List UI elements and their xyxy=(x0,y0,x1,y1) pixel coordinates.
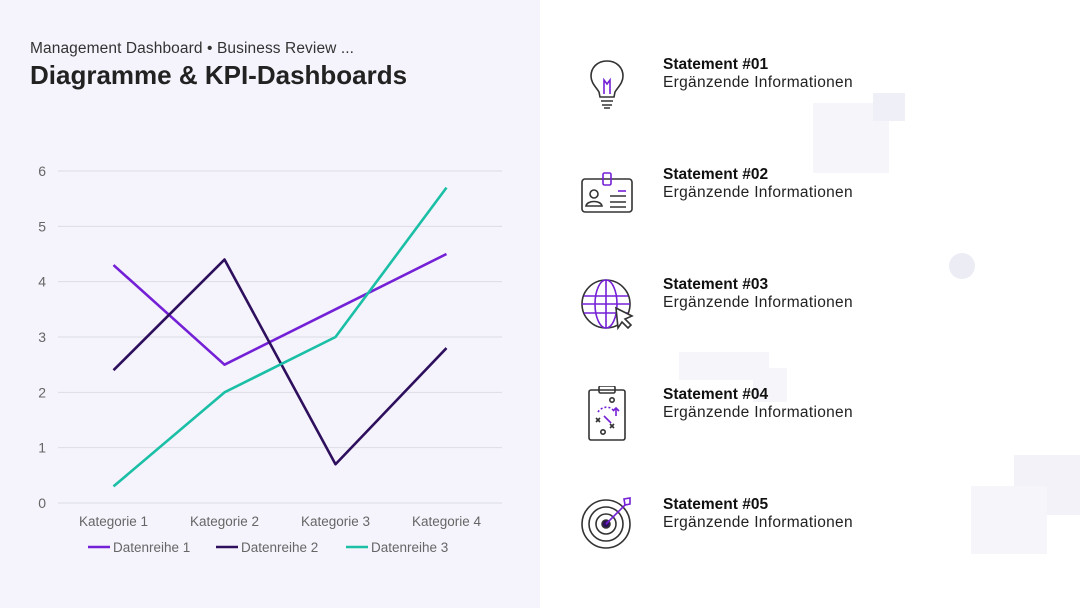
series-line-3 xyxy=(112,186,448,488)
statement-subtitle: Ergänzende Informationen xyxy=(663,514,853,531)
statement-subtitle: Ergänzende Informationen xyxy=(663,74,853,91)
target-icon xyxy=(581,497,631,549)
statement-title: Statement #02 xyxy=(663,166,769,183)
y-tick-label: 5 xyxy=(38,218,46,234)
statement-title: Statement #01 xyxy=(663,56,769,73)
decor-square xyxy=(753,368,787,402)
id-badge-icon xyxy=(581,172,633,213)
statement-subtitle: Ergänzende Informationen xyxy=(663,404,853,421)
decor-ring xyxy=(949,253,975,279)
statement-item-2: Statement #02 Ergänzende Informationen xyxy=(580,166,1060,226)
statement-subtitle: Ergänzende Informationen xyxy=(663,184,853,201)
statements-panel: Statement #01 Ergänzende Informationen S… xyxy=(540,0,1080,608)
statement-item-3: Statement #03 Ergänzende Informationen xyxy=(580,276,1060,336)
statement-title: Statement #05 xyxy=(663,496,769,513)
decor-square xyxy=(971,486,1047,554)
x-tick-label: Kategorie 1 xyxy=(79,514,148,529)
legend-label: Datenreihe 2 xyxy=(241,540,318,555)
statement-title: Statement #04 xyxy=(663,386,769,403)
x-tick-label: Kategorie 2 xyxy=(190,514,259,529)
x-tick-label: Kategorie 4 xyxy=(412,514,482,529)
series-line-1 xyxy=(112,252,448,366)
y-tick-label: 1 xyxy=(38,440,46,456)
legend-label: Datenreihe 1 xyxy=(113,540,190,555)
y-tick-label: 4 xyxy=(38,274,46,290)
globe-cursor-icon xyxy=(581,279,634,331)
y-tick-label: 3 xyxy=(38,329,46,345)
page-subtitle: Management Dashboard • Business Review .… xyxy=(30,40,355,57)
strategy-clipboard-icon xyxy=(588,386,626,441)
chart-panel: Management Dashboard • Business Review .… xyxy=(0,0,540,608)
statement-title: Statement #03 xyxy=(663,276,769,293)
page-title: Diagramme & KPI-Dashboards xyxy=(30,60,408,90)
y-tick-label: 2 xyxy=(38,384,46,400)
lightbulb-icon xyxy=(590,60,624,109)
statement-subtitle: Ergänzende Informationen xyxy=(663,294,853,311)
y-tick-label: 0 xyxy=(38,495,46,511)
line-chart: 0 1 2 3 4 5 6 Kategorie 1 Kategorie 2 Kategorie 3… xyxy=(38,163,502,555)
statement-item-4: Statement #04 Ergänzende Informationen xyxy=(580,386,1060,446)
legend-label: Datenreihe 3 xyxy=(371,540,448,555)
series-line-2 xyxy=(112,258,448,466)
y-tick-label: 6 xyxy=(38,163,46,179)
statement-item-5: Statement #05 Ergänzende Informationen xyxy=(580,496,1060,556)
decor-square xyxy=(873,93,905,121)
statement-item-1: Statement #01 Ergänzende Informationen xyxy=(580,56,1060,116)
x-tick-label: Kategorie 3 xyxy=(301,514,370,529)
